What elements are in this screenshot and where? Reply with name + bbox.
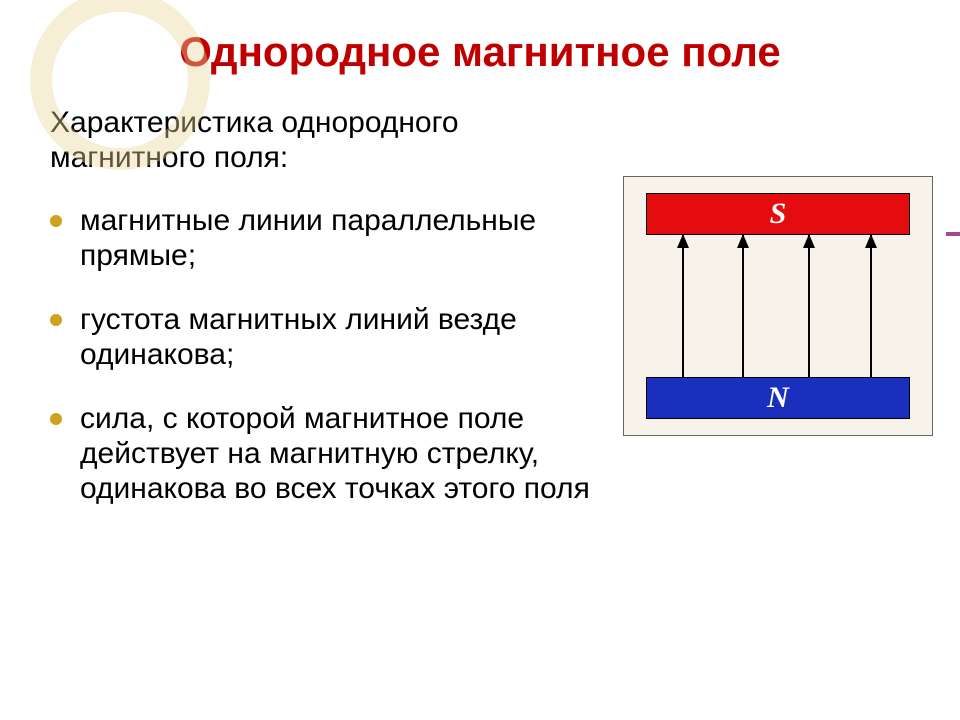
text-column: Характеристика однородного магнитного по… xyxy=(50,106,605,535)
list-item: густота магнитных линий везде одинакова; xyxy=(80,302,605,373)
field-arrow xyxy=(742,235,744,377)
field-arrow xyxy=(682,235,684,377)
magnet-pole-n: N xyxy=(646,377,910,419)
bullet-list: магнитные линии параллельные прямые; гус… xyxy=(50,203,605,507)
field-arrow xyxy=(870,235,872,377)
list-item: сила, с которой магнитное поле действует… xyxy=(80,401,605,507)
magnet-pole-s: S xyxy=(646,193,910,235)
magnet-diagram: S N xyxy=(623,176,933,436)
diagram-column: S N xyxy=(605,106,950,535)
field-arrow xyxy=(808,235,810,377)
list-item: магнитные линии параллельные прямые; xyxy=(80,203,605,274)
